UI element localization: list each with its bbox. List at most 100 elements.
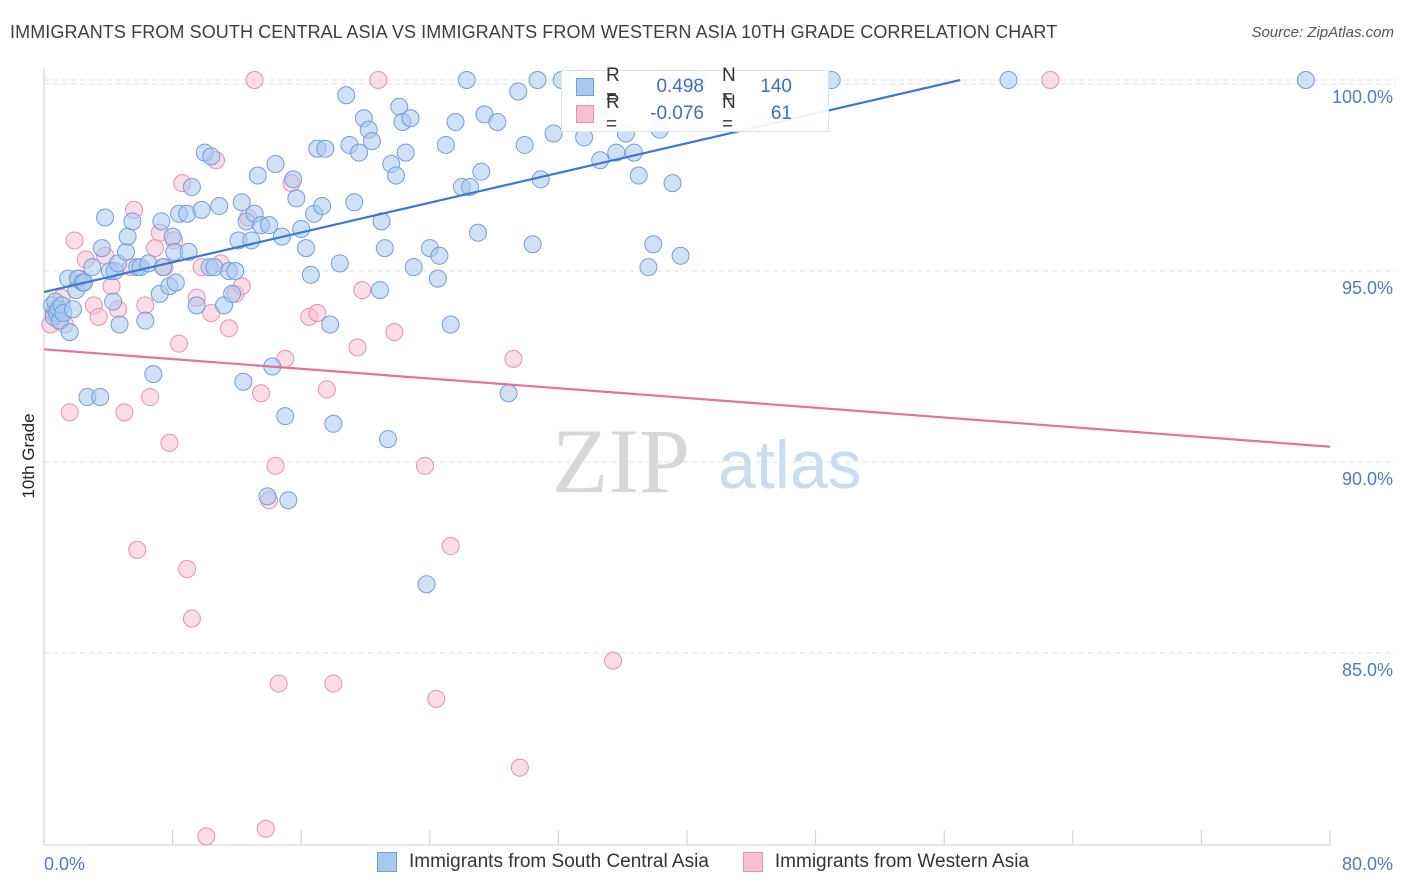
stats-legend: R = 0.498 N = 140 R = -0.076 N = 61	[561, 65, 829, 135]
r-label: R =	[606, 92, 620, 135]
data-point	[219, 319, 238, 338]
data-point	[369, 71, 388, 89]
data-point	[145, 239, 164, 258]
data-point	[401, 109, 420, 128]
data-point	[91, 388, 110, 407]
n-label: N =	[722, 92, 736, 135]
data-point	[441, 537, 460, 556]
data-point	[523, 235, 542, 254]
data-point	[182, 177, 201, 196]
blue-swatch	[377, 852, 397, 872]
data-point	[313, 197, 332, 216]
data-point	[92, 239, 111, 258]
data-point	[499, 384, 518, 403]
watermark-atlas: atlas	[718, 427, 862, 503]
data-points	[41, 71, 1315, 846]
data-point	[441, 315, 460, 334]
trend-line	[43, 348, 1331, 448]
data-point	[350, 143, 369, 162]
pink-swatch	[576, 105, 594, 123]
data-point	[337, 86, 356, 105]
blue-swatch	[576, 78, 594, 96]
data-point	[182, 609, 201, 628]
data-point	[387, 166, 406, 185]
data-point	[604, 651, 623, 670]
n-value: 140	[760, 76, 792, 97]
stats-row-blue: R = 0.498 N = 140	[576, 65, 792, 108]
data-point	[528, 71, 547, 89]
data-point	[160, 433, 179, 452]
data-point	[324, 674, 343, 693]
data-point	[60, 403, 79, 422]
data-point	[123, 212, 142, 231]
data-point	[345, 193, 364, 212]
data-point	[256, 819, 275, 838]
grid-lines	[44, 79, 1396, 654]
data-point	[436, 135, 455, 154]
data-point	[245, 71, 264, 89]
data-point	[232, 193, 251, 212]
data-point	[266, 456, 285, 475]
data-point	[370, 281, 389, 300]
data-point	[104, 292, 123, 311]
data-point	[279, 491, 298, 510]
data-point	[639, 258, 658, 277]
data-point	[210, 197, 229, 216]
data-point	[427, 689, 446, 708]
data-point	[375, 239, 394, 258]
r-label: R =	[606, 65, 620, 108]
legend-item-western-asia[interactable]: Immigrants from Western Asia	[742, 851, 1029, 873]
data-point	[644, 235, 663, 254]
data-point	[415, 456, 434, 475]
data-point	[141, 388, 160, 407]
data-point	[321, 315, 340, 334]
data-point	[102, 277, 121, 296]
data-point	[266, 155, 285, 174]
data-point	[629, 166, 648, 185]
data-point	[287, 189, 306, 208]
watermark: ZIP atlas	[552, 410, 862, 512]
data-point	[404, 258, 423, 277]
data-point	[504, 349, 523, 368]
data-point	[297, 239, 316, 258]
data-point	[110, 315, 129, 334]
data-point	[269, 674, 288, 693]
data-point	[152, 212, 171, 231]
data-point	[136, 296, 155, 315]
r-value: -0.076	[650, 103, 704, 124]
data-point	[379, 430, 398, 449]
legend-item-south-central-asia[interactable]: Immigrants from South Central Asia	[377, 851, 709, 873]
x-tick-label: 0.0%	[44, 854, 85, 874]
data-point	[428, 269, 447, 288]
axes	[43, 68, 1331, 846]
y-tick-label: 95.0%	[1342, 278, 1393, 298]
data-point	[324, 414, 343, 433]
data-point	[308, 304, 327, 323]
data-point	[223, 284, 242, 303]
legend-label: Immigrants from Western Asia	[774, 851, 1029, 872]
data-point	[301, 265, 320, 284]
data-point	[153, 258, 172, 277]
data-point	[515, 135, 534, 154]
data-point	[202, 147, 221, 166]
data-point	[591, 151, 610, 170]
data-point	[317, 380, 336, 399]
data-point	[116, 242, 135, 261]
data-point	[276, 407, 295, 426]
data-point	[234, 372, 253, 391]
data-point	[96, 208, 115, 227]
data-point	[170, 334, 189, 353]
data-point	[469, 223, 488, 242]
data-point	[430, 246, 449, 265]
data-point	[510, 758, 529, 777]
data-point	[136, 311, 155, 330]
x-tick-label: 80.0%	[1342, 854, 1393, 874]
watermark-zip: ZIP	[552, 410, 690, 512]
y-tick-label: 85.0%	[1342, 660, 1393, 680]
stats-row-pink: R = -0.076 N = 61	[576, 92, 792, 135]
data-point	[115, 403, 134, 422]
data-point	[284, 170, 303, 189]
chart-title: IMMIGRANTS FROM SOUTH CENTRAL ASIA VS IM…	[10, 22, 1058, 42]
data-point	[178, 559, 197, 578]
legend-label: Immigrants from South Central Asia	[409, 851, 709, 872]
